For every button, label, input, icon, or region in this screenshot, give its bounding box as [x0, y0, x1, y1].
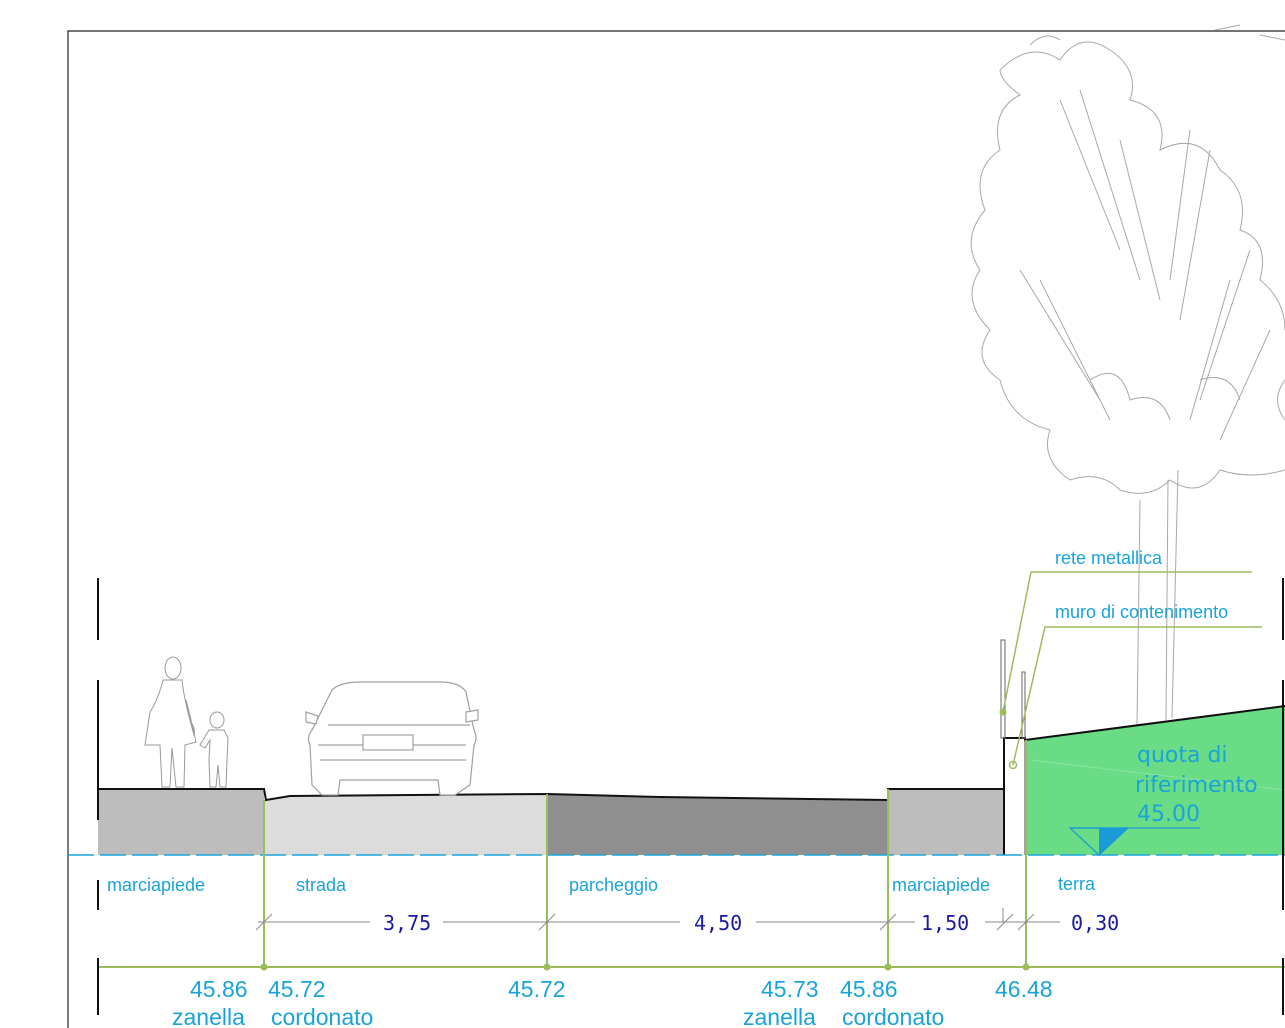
elevation-label-zanella-left: zanella	[172, 1004, 245, 1028]
dimension-value: 3,75	[383, 911, 431, 935]
car-illustration	[305, 681, 479, 796]
ground-terra	[1025, 706, 1285, 855]
elevation-value: 45.73	[761, 976, 819, 1002]
ground-hatch	[1029, 759, 1285, 791]
right-sidewalk-section	[888, 789, 1004, 855]
dimension-value: 4,50	[694, 911, 742, 935]
pedestrian-figures	[144, 656, 229, 788]
callout-dot-muro	[1008, 760, 1018, 770]
parking-surface	[547, 794, 888, 855]
elevation-label-cordonato-right: cordonato	[842, 1004, 944, 1028]
reference-value: 45.00	[1137, 802, 1200, 827]
callout-rete-metallica: rete metallica	[1055, 548, 1163, 568]
drawing-frame	[67, 30, 1285, 1028]
zone-label-terra: terra	[1058, 874, 1096, 894]
elevation-value: 46.48	[995, 976, 1053, 1002]
reference-label-line2: riferimento	[1135, 773, 1258, 798]
zone-label-marciapiede-left: marciapiede	[107, 875, 205, 895]
section-end-markers	[97, 578, 1284, 1015]
elevation-value: 45.86	[840, 976, 898, 1002]
wall-rail	[1021, 671, 1026, 739]
elevation-nodes	[260, 963, 1030, 971]
elevation-label-cordonato-left: cordonato	[271, 1004, 373, 1028]
fence-post	[1000, 639, 1006, 739]
dimension-line	[255, 908, 1060, 931]
tree-illustration	[970, 24, 1285, 726]
zone-label-strada: strada	[296, 875, 347, 895]
road-surface	[264, 794, 547, 855]
dimension-value: 1,50	[921, 911, 969, 935]
dimension-value: 0,30	[1071, 911, 1119, 935]
elevation-value: 45.86	[190, 976, 248, 1002]
left-sidewalk-section	[98, 789, 264, 855]
section-separators	[263, 740, 1027, 967]
zone-label-parcheggio: parcheggio	[569, 875, 658, 895]
reference-label-line1: quota di	[1137, 743, 1228, 768]
callout-leaders	[1002, 571, 1262, 766]
zone-label-marciapiede-right: marciapiede	[892, 875, 990, 895]
elevation-label-zanella-right: zanella	[743, 1004, 816, 1028]
reference-marker	[1068, 827, 1200, 856]
elevation-value: 45.72	[508, 976, 566, 1002]
callout-muro-contenimento: muro di contenimento	[1055, 602, 1228, 622]
callout-dot-rete	[999, 708, 1007, 716]
elevation-value: 45.72	[268, 976, 326, 1002]
